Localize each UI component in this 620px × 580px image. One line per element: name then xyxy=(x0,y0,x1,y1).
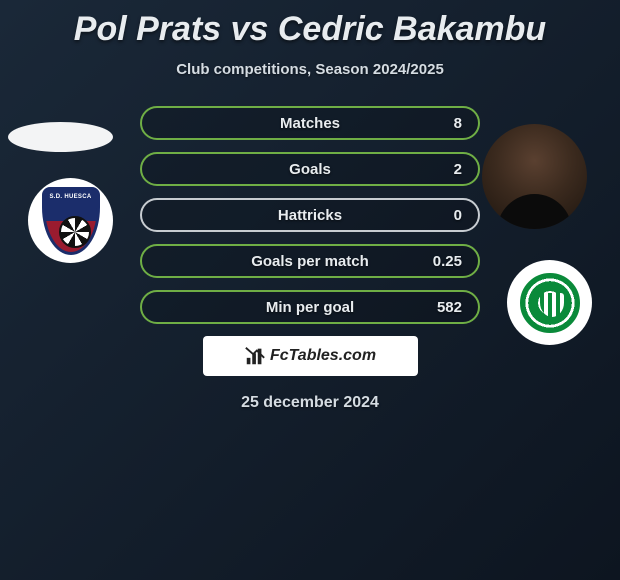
stat-right-value: 8 xyxy=(412,115,462,132)
betis-shield-icon xyxy=(520,273,580,333)
page-title: Pol Prats vs Cedric Bakambu xyxy=(0,0,620,49)
player-right-club-badge xyxy=(507,260,592,345)
stat-label: Hattricks xyxy=(208,207,412,224)
stat-label: Min per goal xyxy=(208,299,412,316)
stats-container: Matches 8 Goals 2 Hattricks 0 Goals per … xyxy=(140,106,480,324)
player-right-avatar xyxy=(482,124,587,229)
stat-row: Goals per match 0.25 xyxy=(140,244,480,278)
player-left-club-badge xyxy=(28,178,113,263)
watermark: FcTables.com xyxy=(203,336,418,376)
stat-right-value: 582 xyxy=(412,299,462,316)
stat-row: Goals 2 xyxy=(140,152,480,186)
stat-right-value: 0 xyxy=(412,207,462,224)
stat-label: Goals per match xyxy=(208,253,412,270)
stat-row: Min per goal 582 xyxy=(140,290,480,324)
stat-right-value: 2 xyxy=(412,161,462,178)
huesca-shield-icon xyxy=(42,187,100,255)
subtitle: Club competitions, Season 2024/2025 xyxy=(0,61,620,78)
stat-row: Matches 8 xyxy=(140,106,480,140)
stat-label: Matches xyxy=(208,115,412,132)
stat-right-value: 0.25 xyxy=(412,253,462,270)
stat-row: Hattricks 0 xyxy=(140,198,480,232)
bar-chart-icon xyxy=(244,345,266,367)
watermark-text: FcTables.com xyxy=(270,347,376,365)
date: 25 december 2024 xyxy=(0,394,620,412)
player-left-avatar xyxy=(8,122,113,152)
stat-label: Goals xyxy=(208,161,412,178)
